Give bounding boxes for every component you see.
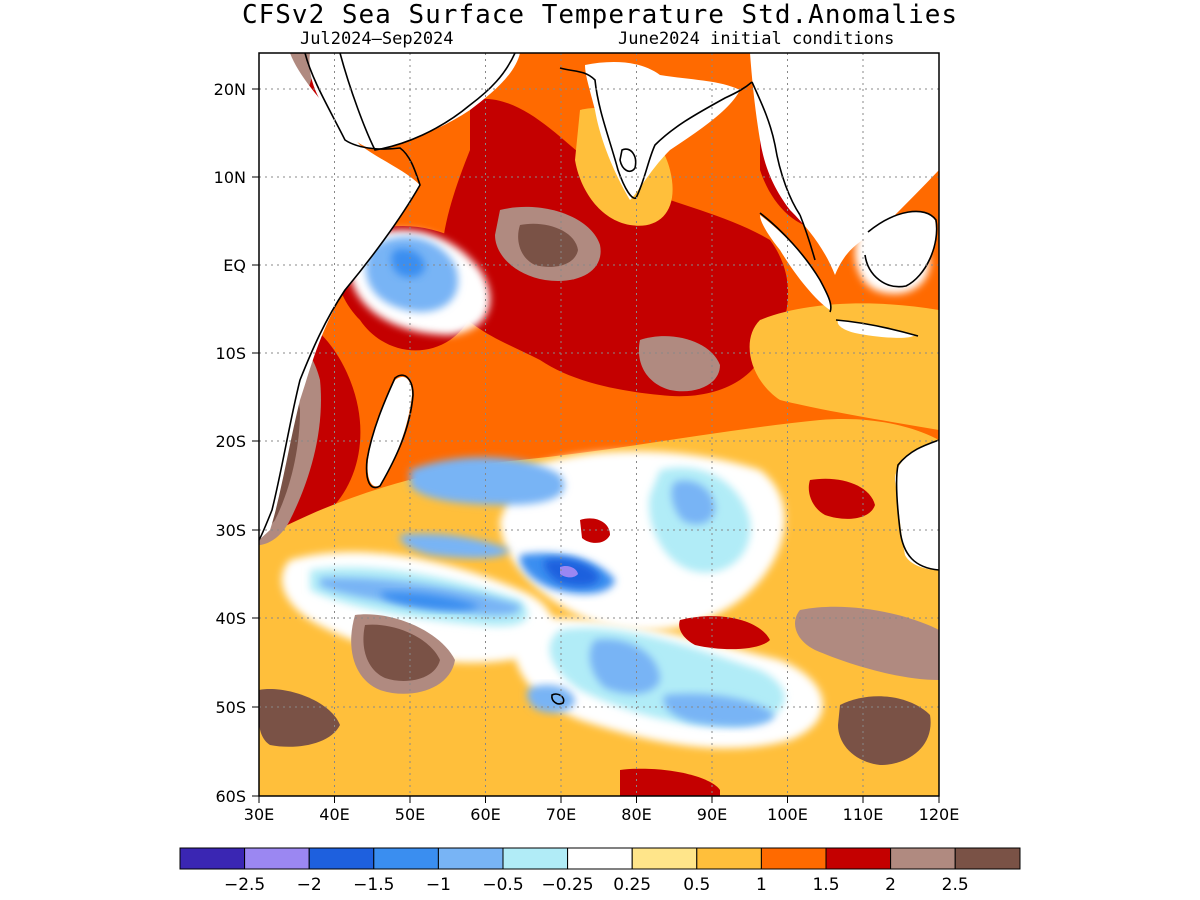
colorbar-swatch [954,847,1021,870]
colorbar-label: −0.5 [482,875,523,895]
colorbar-label: 0.25 [613,875,651,895]
land-arabia [309,53,520,150]
y-tick-label: 30S [215,521,246,540]
x-tick-label: 30E [244,805,274,824]
colorbar-swatch [631,847,698,870]
x-tick-label: 90E [697,805,727,824]
coastline-sri-lanka [619,148,637,172]
subtitle-initial-conditions: June2024 initial conditions [618,29,895,49]
y-tick-label: 20N [214,80,246,99]
field-light-blue-50s [663,693,775,727]
x-tick-label: 70E [546,805,576,824]
land [259,53,939,570]
land-madagascar [367,376,412,487]
colorbar-label: 2 [885,875,896,895]
land-sumatra [760,215,831,310]
field-lavender-core [560,565,578,578]
field-brown-arabian-dark [518,223,578,267]
coastline-malaya [799,214,816,261]
land-australia [895,440,939,570]
colorbar-swatch [760,847,827,870]
coastline-madagascar [365,374,414,489]
coastline-kerguelen [551,693,565,705]
x-axis: 30E 40E 50E 60E 70E 80E 90E 100E 110E 12… [244,796,960,824]
colorbar: −2.5 −2 −1.5 −1 −0.5 −0.25 0.25 0.5 1 1.… [179,847,1021,895]
colorbar-label: −0.25 [542,875,594,895]
field-dark-red-south4 [580,518,610,543]
field-light-blue-50s-west [526,684,575,713]
colorbar-swatch [502,847,569,870]
colorbar-label: −1 [426,875,451,895]
field-light-blue-45s [589,639,660,694]
field-dark-red-south1 [679,616,770,650]
field-light-blue-20s [410,457,565,505]
field-brown-south-west-dark [363,624,440,681]
colorbar-swatch [825,847,892,870]
land-southeast-asia [750,53,939,275]
field-dark-red-south3 [620,768,720,796]
x-tick-label: 100E [767,805,808,824]
colorbar-swatch [890,847,956,870]
coastline-arabia [339,53,516,151]
coastline-australia [895,439,939,571]
colorbar-swatch [437,847,504,870]
colorbar-label: 2.5 [942,875,969,895]
y-tick-label: EQ [223,256,246,275]
field-light-blue-30s [399,533,510,559]
land-java [837,320,915,338]
colorbar-label: −2 [297,875,322,895]
x-tick-label: 80E [621,805,651,824]
coastline-java [835,319,919,337]
field-brown-central [638,336,720,392]
field-mid-blue-40s [380,591,480,611]
y-tick-label: 10S [215,344,246,363]
x-tick-label: 50E [395,805,425,824]
x-tick-label: 110E [843,805,884,824]
colorbar-label: −1.5 [353,875,394,895]
y-axis: 20N 10N EQ 10S 20S 30S 40S 50S 60S [214,80,259,806]
coastline-myanmar [751,81,801,216]
field-light-blue-25s [671,480,715,525]
field-brown-southeast-dark [838,696,931,765]
colorbar-label: 1 [756,875,767,895]
chart-title: CFSv2 Sea Surface Temperature Std.Anomal… [241,0,959,30]
colorbar-swatch [179,847,246,870]
x-tick-label: 40E [319,805,349,824]
colorbar-label: 1.5 [812,875,839,895]
y-tick-label: 50S [215,698,246,717]
colorbar-label: 0.5 [683,875,710,895]
colorbar-swatch [244,847,310,870]
field-mid-blue-equator [391,248,425,278]
anomaly-field [259,53,939,796]
colorbar-swatch [308,847,375,870]
coastline-borneo [864,210,938,288]
colorbar-swatch [567,847,633,870]
land-africa [259,53,420,540]
x-tick-label: 120E [919,805,960,824]
land-india [585,62,740,201]
y-tick-label: 60S [215,787,246,806]
map-frame [258,52,940,797]
colorbar-label: −2.5 [224,875,265,895]
y-tick-label: 10N [214,168,246,187]
field-brown-sw-corner [259,689,340,747]
coastline-sumatra [759,212,832,313]
y-tick-label: 20S [215,432,246,451]
subtitle-period: Jul2024—Sep2024 [300,29,454,49]
y-tick-label: 40S [215,609,246,628]
coastlines [259,53,939,705]
field-dark-red-south2 [808,478,875,519]
coastline-east-africa [259,53,421,541]
colorbar-swatch [696,847,762,870]
field-dark-red-north [441,98,789,397]
land-borneo [865,211,936,286]
x-tick-label: 60E [470,805,500,824]
grid-lines [259,53,939,796]
colorbar-swatch [373,847,439,870]
field-brown-south-east [795,606,939,680]
